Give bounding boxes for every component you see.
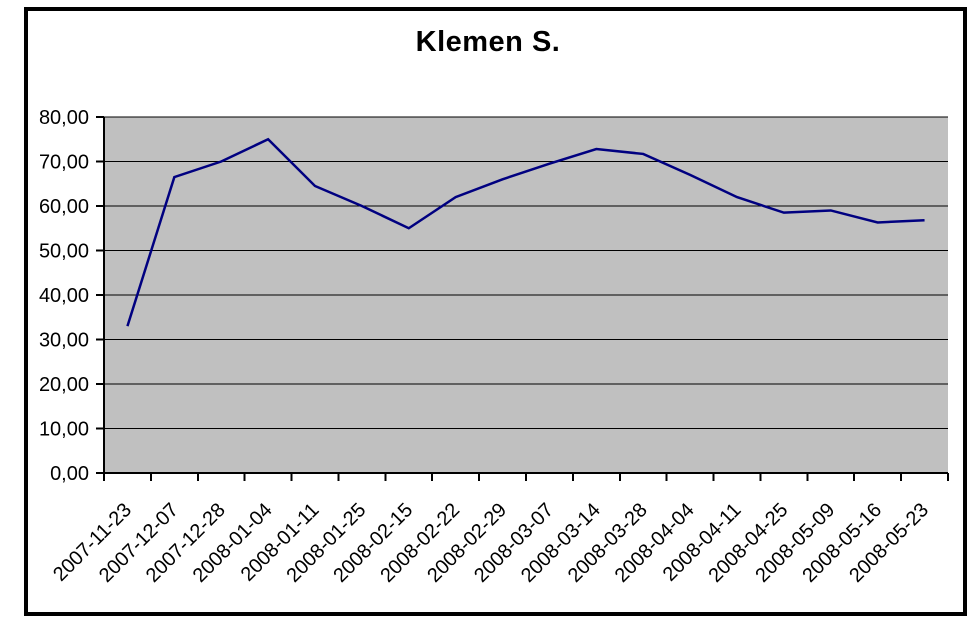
y-axis-label: 20,00 [39, 374, 89, 396]
y-axis-label: 60,00 [39, 196, 89, 218]
y-axis-label: 30,00 [39, 330, 89, 352]
y-axis-label: 10,00 [39, 419, 89, 441]
y-axis-label: 0,00 [50, 463, 89, 485]
series-line [126, 137, 925, 327]
y-axis-label: 50,00 [39, 241, 89, 263]
y-axis-label: 80,00 [39, 107, 89, 129]
chart-title: Klemen S. [415, 26, 561, 58]
y-axis-label: 70,00 [39, 152, 89, 174]
y-axis-label: 40,00 [39, 285, 89, 307]
